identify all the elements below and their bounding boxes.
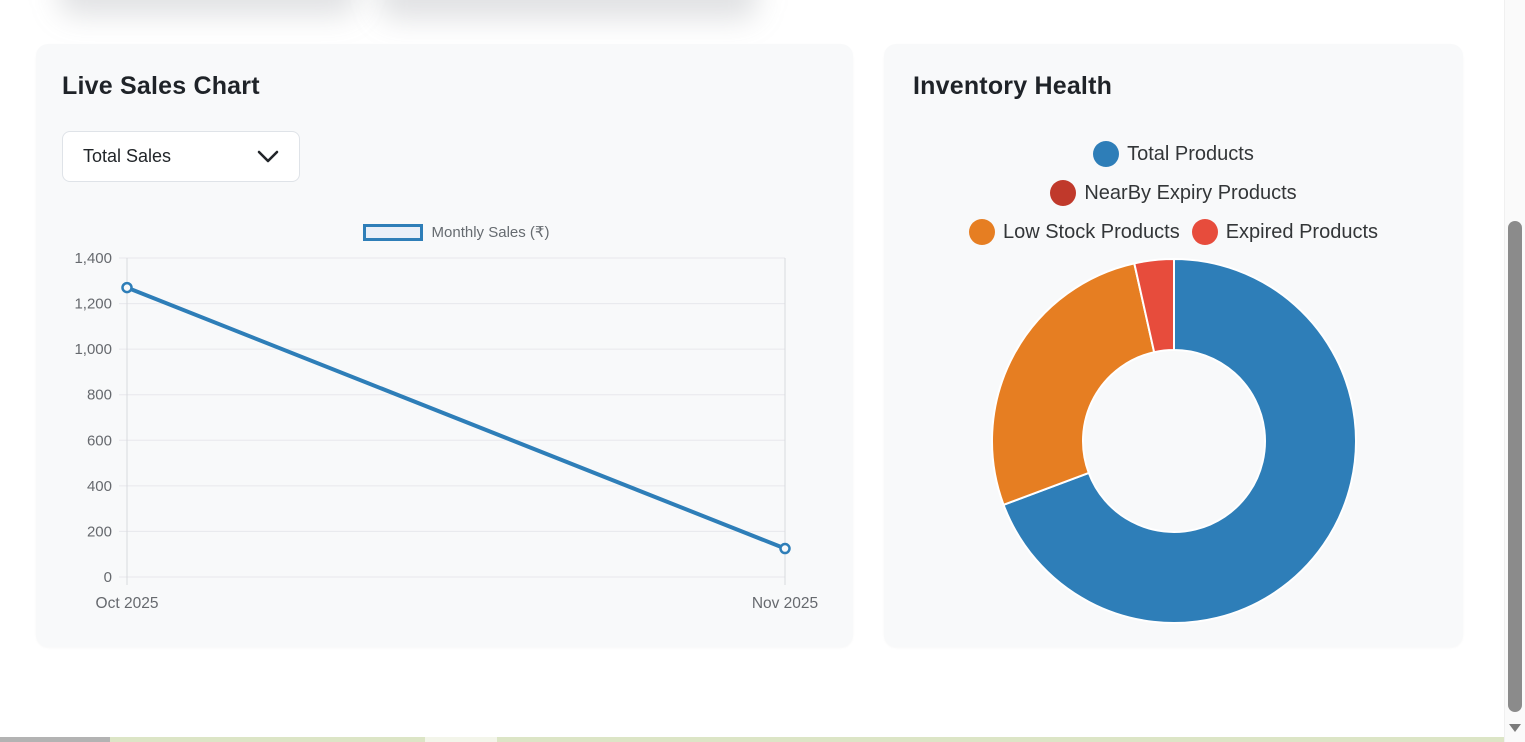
legend-label: Expired Products (1225, 220, 1379, 243)
svg-text:600: 600 (87, 432, 112, 449)
legend-label: Low Stock Products (1002, 220, 1180, 243)
legend-circle-icon (1191, 219, 1218, 245)
svg-text:1,200: 1,200 (74, 296, 112, 313)
partially-visible-content-strip (0, 737, 1504, 742)
inventory-health-donut-chart[interactable] (988, 255, 1360, 627)
donut-slice-total-products[interactable] (1002, 258, 1357, 624)
legend-item-expired-products[interactable]: Expired Products (1191, 219, 1379, 245)
inventory-health-title: Inventory Health (913, 72, 1113, 100)
legend-item-nearby-expiry-products[interactable]: NearBy Expiry Products (1050, 180, 1297, 206)
inventory-health-card: Inventory Health Total Products NearBy Ex… (884, 44, 1463, 647)
donut-slice-expired-products[interactable] (1133, 258, 1175, 354)
donut-slice-low-stock-products[interactable] (991, 262, 1156, 506)
svg-text:1,400: 1,400 (74, 250, 112, 267)
svg-text:800: 800 (87, 387, 112, 404)
legend-item-total-products[interactable]: Total Products (1093, 141, 1254, 167)
line-legend-label: Monthly Sales (₹) (431, 224, 550, 241)
inventory-legend-row: Total Products (1093, 141, 1254, 167)
offscreen-card-shadow (378, 0, 758, 20)
monthly-sales-line-chart[interactable]: 0 200 400 600 800 1,000 1,200 1,400 Oct 2025 Nov … (36, 44, 853, 647)
svg-text:Nov 2025: Nov 2025 (752, 595, 818, 612)
line-legend-swatch (362, 223, 423, 241)
live-sales-title: Live Sales Chart (62, 72, 260, 100)
legend-label: Total Products (1127, 142, 1254, 165)
legend-circle-icon (968, 219, 995, 245)
live-sales-card: Live Sales Chart Total Sales Monthly Sal… (36, 44, 853, 647)
inventory-legend: Total Products NearBy Expiry Products Low … (884, 141, 1463, 245)
inventory-legend-row: NearBy Expiry Products (1050, 180, 1297, 206)
svg-text:1,000: 1,000 (74, 341, 112, 358)
legend-label: NearBy Expiry Products (1084, 181, 1297, 204)
sales-filter-dropdown[interactable]: Total Sales (62, 131, 300, 182)
svg-text:Oct 2025: Oct 2025 (96, 595, 159, 612)
inventory-legend-row: Low Stock Products Expired Products (968, 219, 1379, 245)
svg-text:200: 200 (87, 523, 112, 540)
sales-filter-value: Total Sales (83, 146, 172, 166)
legend-circle-icon (1093, 141, 1120, 167)
legend-circle-icon (1050, 180, 1077, 206)
line-chart-legend[interactable]: Monthly Sales (₹) (127, 222, 785, 242)
legend-item-low-stock-products[interactable]: Low Stock Products (968, 219, 1180, 245)
svg-text:0: 0 (104, 569, 112, 586)
svg-text:400: 400 (87, 478, 112, 495)
vertical-scrollbar (1504, 0, 1525, 742)
offscreen-card-shadow (58, 0, 358, 16)
scrollbar-thumb[interactable] (1508, 221, 1522, 712)
scroll-down-arrow-icon[interactable] (1509, 724, 1521, 732)
chevron-down-icon (257, 150, 279, 162)
